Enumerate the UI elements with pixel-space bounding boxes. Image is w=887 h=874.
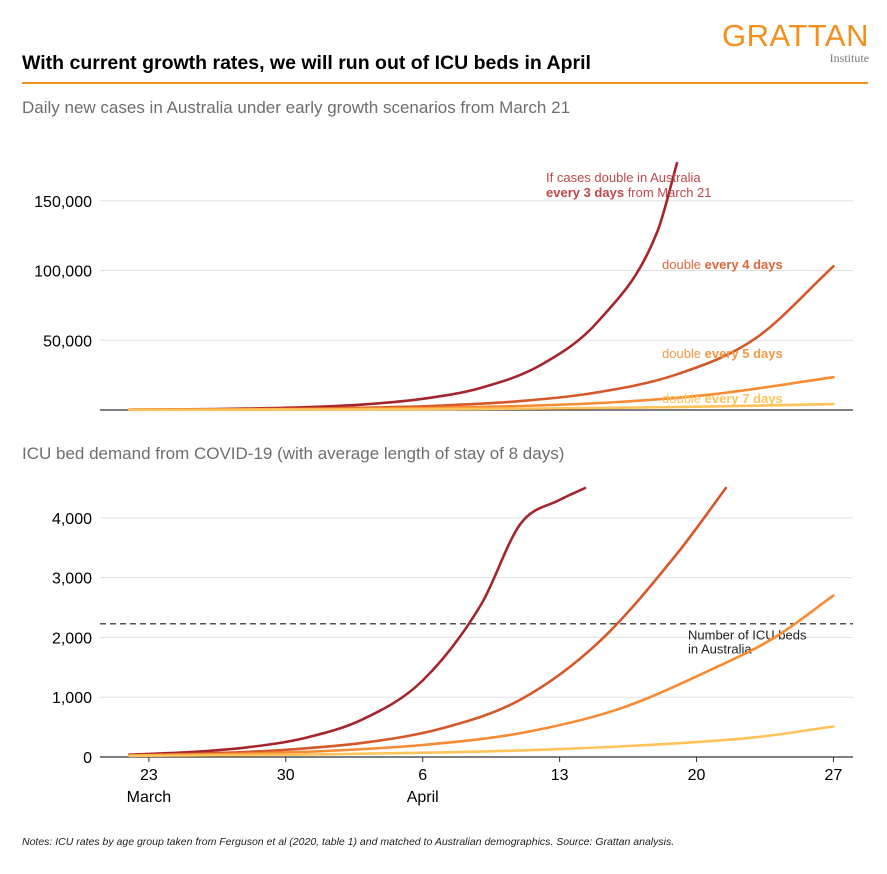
label-text: double (662, 257, 705, 272)
chart-title: With current growth rates, we will run o… (22, 52, 591, 74)
x-tick-label: 20 (688, 767, 706, 784)
label-emphasis: every 7 days (705, 391, 783, 406)
series-label-3-days: If cases double in Australia (546, 170, 701, 185)
y-tick-label: 1,000 (52, 690, 92, 707)
x-tick-label: 27 (825, 767, 843, 784)
y-tick-label: 2,000 (52, 630, 92, 647)
y-tick-label: 150,000 (34, 194, 92, 211)
label-text: from March 21 (624, 185, 711, 200)
series-line (128, 402, 835, 412)
label-emphasis: every 3 days (546, 185, 624, 200)
icu-capacity-label: in Australia (688, 642, 752, 657)
bottom-panel: 0 1,000 2,000 3,000 4,000 23 30 6 13 20 27 March Apr… (52, 486, 853, 806)
bottom-panel-subtitle: ICU bed demand from COVID-19 (with avera… (22, 444, 565, 463)
series-line (128, 594, 835, 757)
label-text: double (662, 346, 705, 361)
y-tick-label: 100,000 (34, 264, 92, 281)
label-text: double (662, 391, 705, 406)
x-tick-label: 6 (418, 767, 427, 784)
series-line (128, 486, 728, 757)
grattan-logo: GRATTAN Institute (722, 20, 869, 65)
series-label: double every 7 days (662, 391, 783, 406)
x-tick-label: 23 (140, 767, 158, 784)
top-panel: 50,000 100,000 150,000 If cases double in A… (34, 161, 853, 412)
icu-capacity-label: Number of ICU beds (688, 628, 807, 643)
series-line (128, 161, 679, 411)
label-text: If cases double in Australia (546, 170, 701, 185)
x-month-label: March (127, 789, 171, 806)
series-line (128, 725, 835, 758)
logo-subtitle: Institute (829, 51, 869, 65)
label-emphasis: every 5 days (705, 346, 783, 361)
series-label: double every 4 days (662, 257, 783, 272)
footnote: Notes: ICU rates by age group taken from… (22, 836, 675, 848)
series-label: double every 5 days (662, 346, 783, 361)
series-label-3-days: every 3 days from March 21 (546, 185, 712, 200)
y-tick-label: 50,000 (43, 333, 92, 350)
series-line (128, 486, 587, 756)
logo-wordmark: GRATTAN (721, 18, 869, 53)
title-divider (22, 82, 868, 84)
label-emphasis: every 4 days (705, 257, 783, 272)
top-panel-subtitle: Daily new cases in Australia under early… (22, 98, 571, 117)
x-tick-label: 30 (277, 767, 295, 784)
x-tick-label: 13 (551, 767, 569, 784)
x-month-label: April (407, 789, 439, 806)
y-tick-label: 3,000 (52, 571, 92, 588)
y-tick-label: 4,000 (52, 511, 92, 528)
y-tick-label: 0 (83, 750, 92, 767)
